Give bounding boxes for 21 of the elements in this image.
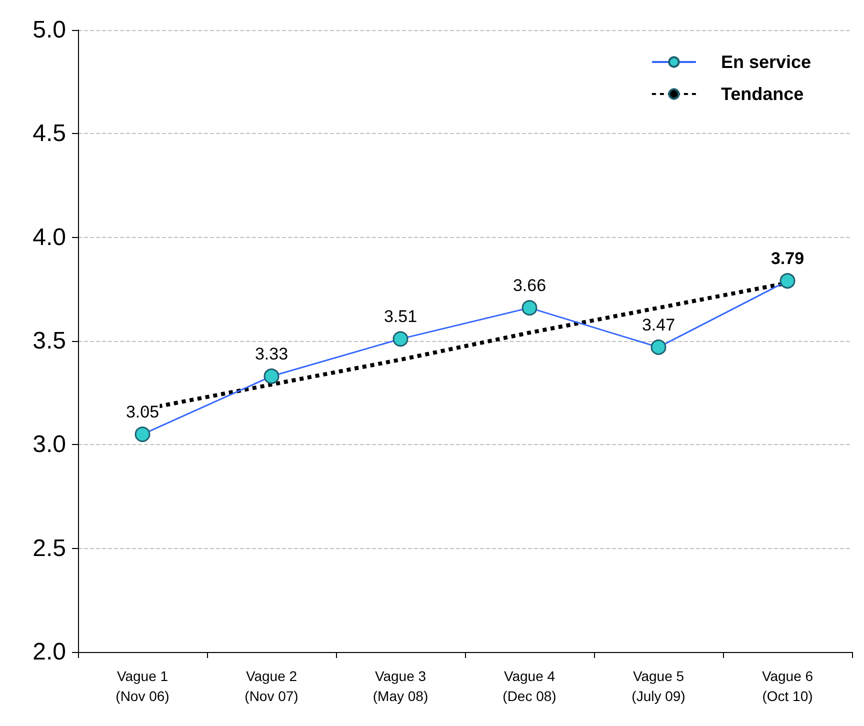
legend-label: En service [720, 52, 811, 72]
y-tick-label: 3.5 [32, 328, 66, 354]
data-label: 3.47 [642, 315, 676, 334]
y-tick-label: 2.5 [32, 534, 66, 562]
x-tick-label: Vague 3 (May 08) [372, 668, 428, 704]
data-label: 3.79 [770, 249, 804, 268]
y-tick-label: 5.0 [32, 16, 66, 44]
y-tick-label: 4.5 [32, 120, 66, 148]
y-tick-label: 4.0 [32, 224, 66, 251]
data-label: 3.51 [384, 307, 418, 326]
x-tick-label: Vague 1 (Nov 06) [116, 668, 170, 704]
data-label: 3.33 [254, 344, 288, 364]
data-label: 3.66 [512, 276, 546, 296]
data-label: 3.05 [126, 402, 160, 422]
x-tick-label: Vague 5 (July 09) [632, 668, 686, 704]
y-tick-label: 2.0 [32, 638, 66, 666]
legend-label: Tendance [720, 84, 804, 104]
y-tick-label: 3.0 [32, 431, 66, 458]
x-tick-label: Vague 4 (Dec 08) [502, 668, 556, 704]
x-tick-label: Vague 6 (Oct 10) [762, 668, 814, 704]
x-tick-label: Vague 2 (Nov 07) [244, 668, 298, 704]
